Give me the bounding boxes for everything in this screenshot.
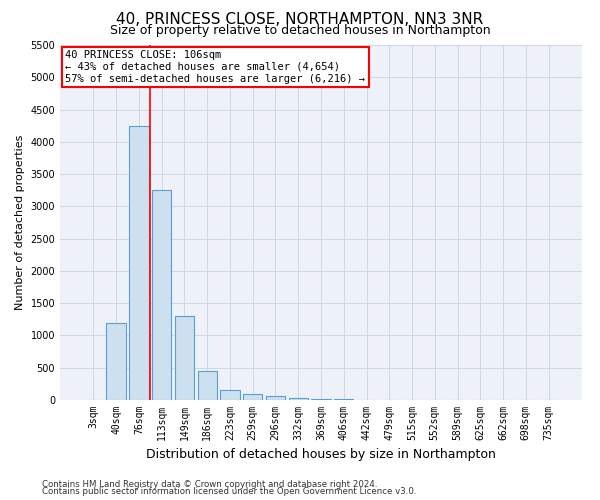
- Text: 40, PRINCESS CLOSE, NORTHAMPTON, NN3 3NR: 40, PRINCESS CLOSE, NORTHAMPTON, NN3 3NR: [116, 12, 484, 26]
- Text: Contains HM Land Registry data © Crown copyright and database right 2024.: Contains HM Land Registry data © Crown c…: [42, 480, 377, 489]
- Text: Contains public sector information licensed under the Open Government Licence v3: Contains public sector information licen…: [42, 487, 416, 496]
- Bar: [175, 316, 194, 400]
- Bar: [220, 390, 239, 400]
- Y-axis label: Number of detached properties: Number of detached properties: [15, 135, 25, 310]
- Bar: [266, 396, 285, 400]
- X-axis label: Distribution of detached houses by size in Northampton: Distribution of detached houses by size …: [146, 448, 496, 462]
- Bar: [243, 394, 262, 400]
- Bar: [197, 371, 217, 400]
- Text: Size of property relative to detached houses in Northampton: Size of property relative to detached ho…: [110, 24, 490, 37]
- Bar: [311, 399, 331, 400]
- Text: 40 PRINCESS CLOSE: 106sqm
← 43% of detached houses are smaller (4,654)
57% of se: 40 PRINCESS CLOSE: 106sqm ← 43% of detac…: [65, 50, 365, 84]
- Bar: [106, 322, 126, 400]
- Bar: [289, 398, 308, 400]
- Bar: [129, 126, 149, 400]
- Bar: [152, 190, 172, 400]
